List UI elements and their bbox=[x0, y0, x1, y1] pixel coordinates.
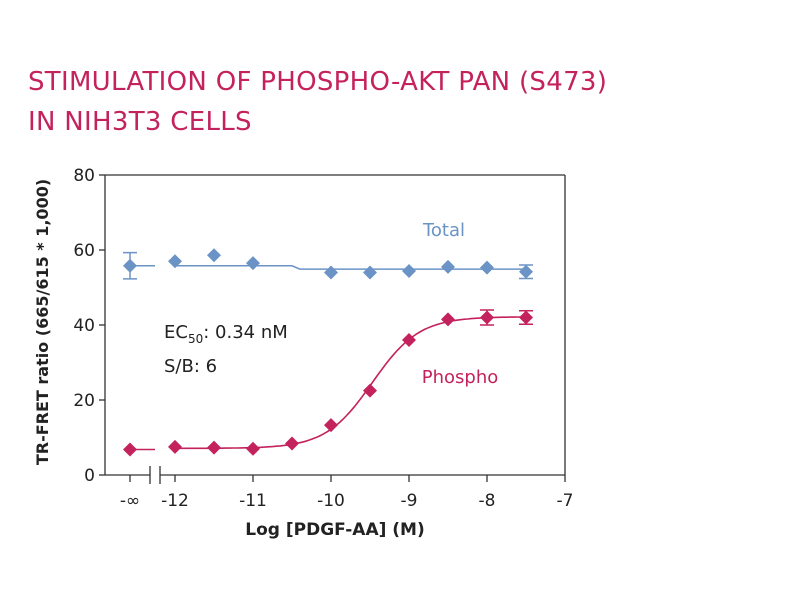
fit-curve-total bbox=[175, 264, 526, 270]
fit-curve-phospho bbox=[175, 316, 527, 450]
ec50-value: : 0.34 nM bbox=[203, 322, 288, 343]
point-total bbox=[207, 248, 221, 263]
point-total bbox=[363, 265, 377, 280]
chart-title: STIMULATION OF PHOSPHO-AKT PAN (S473) IN… bbox=[28, 62, 768, 142]
point-phospho bbox=[207, 440, 221, 455]
point-phospho bbox=[480, 310, 494, 325]
series-label-total: Total bbox=[422, 220, 465, 241]
point-total bbox=[480, 260, 494, 275]
chart-title-line-2: IN NIH3T3 CELLS bbox=[28, 107, 252, 137]
point-phospho bbox=[363, 383, 377, 398]
y-tick-label: 0 bbox=[84, 466, 95, 486]
x-tick-label: -12 bbox=[161, 491, 189, 511]
x-axis-label: Log [PDGF-AA] (M) bbox=[245, 520, 425, 540]
point-total bbox=[168, 254, 182, 269]
x-tick-label: -8 bbox=[479, 491, 496, 511]
ec50-subscript: 50 bbox=[188, 332, 203, 346]
point-total bbox=[441, 259, 455, 274]
point-phospho bbox=[441, 312, 455, 327]
x-tick-label: -10 bbox=[317, 491, 345, 511]
point-phospho bbox=[285, 436, 299, 451]
point-phospho bbox=[123, 442, 137, 457]
sb-annotation: S/B: 6 bbox=[164, 356, 217, 377]
point-phospho bbox=[402, 333, 416, 347]
x-tick-label: -7 bbox=[557, 491, 574, 511]
point-phospho bbox=[324, 418, 338, 433]
x-tick-label: -11 bbox=[239, 491, 267, 511]
ec50-annotation: EC50: 0.34 nM bbox=[164, 322, 288, 346]
x-tick-label: -9 bbox=[401, 491, 418, 511]
chart-labels: 0 20 40 60 80 -12 -11 -10 -9 -8 -7 -∞ Log [PDGF-AA] … bbox=[33, 166, 573, 540]
y-tick-label: 80 bbox=[73, 166, 95, 186]
data-marks bbox=[123, 248, 533, 457]
axes bbox=[99, 174, 566, 484]
y-tick-label: 60 bbox=[73, 241, 95, 261]
y-tick-label: 20 bbox=[73, 391, 95, 411]
ec50-prefix: EC bbox=[164, 322, 188, 343]
point-phospho bbox=[168, 439, 182, 454]
point-phospho bbox=[246, 441, 260, 456]
point-phospho bbox=[519, 310, 533, 325]
point-total bbox=[402, 264, 416, 278]
chart-title-line-1: STIMULATION OF PHOSPHO-AKT PAN (S473) bbox=[28, 67, 608, 97]
point-total bbox=[519, 264, 533, 279]
point-total bbox=[123, 258, 137, 273]
x-tick-label-neg-infinity: -∞ bbox=[120, 491, 140, 511]
point-total bbox=[324, 265, 338, 280]
y-tick-label: 40 bbox=[73, 316, 95, 336]
series-label-phospho: Phospho bbox=[422, 367, 499, 388]
y-axis-label: TR-FRET ratio (665/615 * 1,000) bbox=[33, 179, 52, 465]
point-total bbox=[246, 256, 260, 271]
